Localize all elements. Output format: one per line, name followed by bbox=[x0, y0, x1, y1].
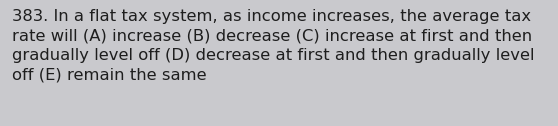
Text: 383. In a flat tax system, as income increases, the average tax
rate will (A) in: 383. In a flat tax system, as income inc… bbox=[12, 9, 535, 83]
